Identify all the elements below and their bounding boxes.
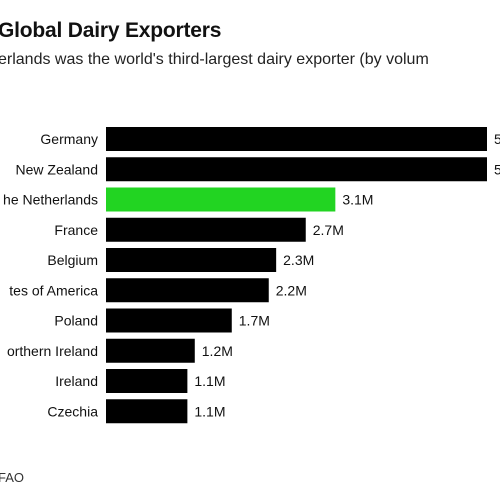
bar bbox=[106, 369, 188, 393]
value-label: 5 bbox=[494, 131, 500, 147]
bar bbox=[106, 248, 277, 272]
value-label: 2.7M bbox=[313, 222, 344, 238]
value-label: 1.1M bbox=[194, 403, 225, 419]
value-label: 2.3M bbox=[283, 252, 314, 268]
category-label: Ireland bbox=[55, 373, 98, 389]
bar bbox=[106, 399, 188, 424]
chart-subtitle: erlands was the world's third-largest da… bbox=[0, 51, 429, 68]
value-label: 1.1M bbox=[194, 373, 225, 389]
category-label: Poland bbox=[54, 313, 98, 329]
category-label: he Netherlands bbox=[3, 192, 98, 208]
bar bbox=[106, 308, 232, 333]
bar bbox=[106, 217, 306, 242]
category-label: Czechia bbox=[47, 403, 98, 419]
value-label: 1.7M bbox=[239, 313, 270, 329]
category-label: orthern Ireland bbox=[7, 343, 98, 359]
value-label: 2.2M bbox=[276, 282, 307, 298]
category-label: Belgium bbox=[47, 252, 98, 268]
source-note: FAO bbox=[0, 470, 25, 485]
category-label: New Zealand bbox=[16, 161, 99, 177]
bar-highlighted bbox=[106, 187, 336, 212]
bar bbox=[106, 338, 195, 363]
value-label: 3.1M bbox=[342, 192, 373, 208]
chart-title: Global Dairy Exporters bbox=[0, 19, 222, 42]
bar bbox=[106, 127, 487, 151]
bar bbox=[106, 157, 487, 182]
category-label: Germany bbox=[40, 131, 98, 147]
bar bbox=[106, 278, 269, 303]
value-label: 1.2M bbox=[202, 343, 233, 359]
value-label: 5 bbox=[494, 161, 500, 177]
category-label: France bbox=[54, 222, 98, 238]
category-label: tes of America bbox=[9, 282, 98, 298]
